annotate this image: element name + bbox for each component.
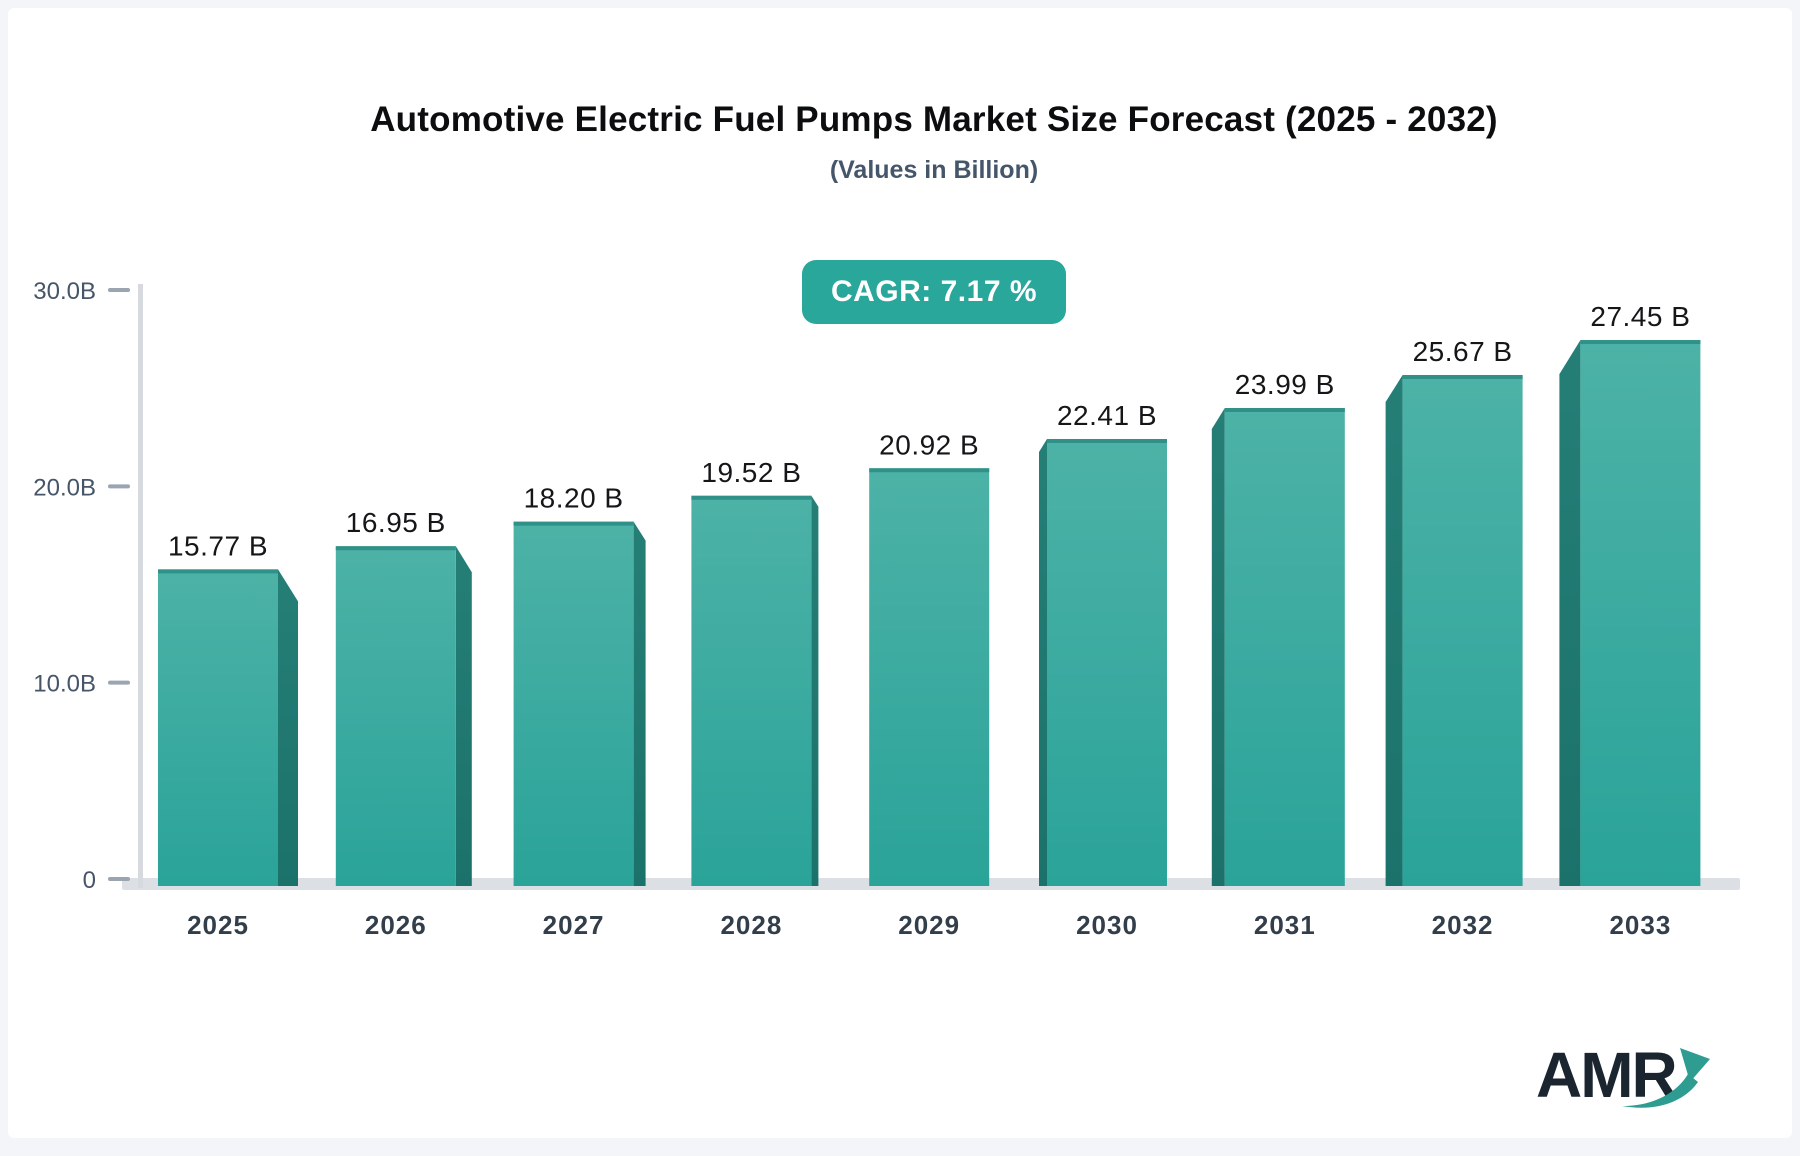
- chart-header: Automotive Electric Fuel Pumps Market Si…: [138, 100, 1730, 185]
- bar-top-edge: [1224, 407, 1345, 412]
- x-axis-label: 2027: [543, 910, 605, 940]
- y-axis-line: [138, 284, 143, 888]
- bars-layer: 15.77 B 16.95 B 18.20 B 19.52 B 20.92 B 22.41…: [158, 301, 1701, 886]
- bar-value-label: 16.95 B: [346, 507, 446, 538]
- cagr-badge-label: CAGR: 7.17 %: [830, 275, 1038, 308]
- amr-logo: AMR: [1536, 1038, 1726, 1128]
- bar-2032[interactable]: 25.67 B: [1385, 336, 1523, 886]
- chart-card: Automotive Electric Fuel Pumps Market Si…: [8, 8, 1792, 1138]
- bar-side-face: [1559, 340, 1581, 886]
- bar-value-label: 23.99 B: [1235, 369, 1335, 400]
- bar-front-face: [1047, 439, 1167, 886]
- bar-side-face: [455, 546, 472, 886]
- x-axis-label: 2030: [1076, 910, 1138, 940]
- x-axis-label: 2033: [1609, 910, 1671, 940]
- bar-top-edge: [158, 569, 278, 574]
- bar-top-edge: [691, 495, 812, 500]
- bar-value-label: 20.92 B: [879, 429, 979, 460]
- bar-front-face: [1580, 340, 1701, 886]
- bar-side-face: [1385, 375, 1403, 886]
- bar-2027[interactable]: 18.20 B: [513, 483, 646, 886]
- y-axis-tick: [108, 288, 130, 292]
- bar-front-face: [1402, 375, 1523, 886]
- bar-top-edge: [1402, 375, 1523, 380]
- bar-2029[interactable]: 20.92 B: [869, 429, 990, 886]
- x-axis-label: 2025: [187, 910, 249, 940]
- y-axis-tick-label: 30.0B: [33, 278, 96, 305]
- x-axis-label: 2031: [1254, 910, 1316, 940]
- x-axis-label: 2026: [365, 910, 427, 940]
- bar-front-face: [335, 546, 456, 886]
- bar-value-label: 19.52 B: [701, 457, 801, 488]
- bar-side-face: [633, 521, 646, 886]
- y-axis-tick: [108, 484, 130, 489]
- bar-chart-svg: 30.0B 20.0B 10.0B 0 2025 2026 2027 2028 2029 2030…: [33, 278, 1740, 940]
- bar-front-face: [158, 569, 278, 886]
- bar-value-label: 27.45 B: [1590, 301, 1690, 332]
- x-axis-label: 2029: [898, 910, 960, 940]
- x-axis-label: 2028: [720, 910, 782, 940]
- y-axis-tick-label: 0: [83, 867, 96, 894]
- bar-front-face: [869, 468, 990, 886]
- bar-value-label: 18.20 B: [524, 483, 624, 514]
- y-axis-tick-label: 10.0B: [33, 671, 96, 698]
- bar-value-label: 25.67 B: [1413, 336, 1513, 367]
- amr-logo-text: AMR: [1536, 1039, 1678, 1111]
- bar-2031[interactable]: 23.99 B: [1211, 369, 1345, 886]
- cagr-badge: CAGR: 7.17 %: [802, 260, 1066, 324]
- bar-side-face: [1039, 439, 1047, 886]
- bar-top-edge: [1047, 439, 1167, 444]
- bar-value-label: 22.41 B: [1057, 400, 1157, 431]
- y-axis-tick: [108, 877, 130, 881]
- y-axis-tick-label: 20.0B: [33, 474, 96, 501]
- y-axis-tick: [108, 680, 130, 685]
- bar-top-edge: [335, 546, 456, 551]
- bar-2025[interactable]: 15.77 B: [158, 530, 298, 886]
- bar-value-label: 15.77 B: [168, 530, 268, 561]
- bar-side-face: [278, 569, 298, 886]
- bar-front-face: [1224, 407, 1345, 886]
- x-axis-label: 2032: [1432, 910, 1494, 940]
- bar-top-edge: [1580, 340, 1701, 345]
- bar-2030[interactable]: 22.41 B: [1039, 400, 1167, 886]
- chart-title: Automotive Electric Fuel Pumps Market Si…: [370, 100, 1498, 139]
- chart-subtitle: (Values in Billion): [829, 156, 1039, 184]
- bar-side-face: [1211, 407, 1225, 886]
- bar-top-edge: [513, 521, 634, 526]
- bar-2026[interactable]: 16.95 B: [335, 507, 472, 886]
- bar-front-face: [513, 521, 634, 886]
- bar-front-face: [691, 495, 812, 886]
- bar-side-face: [811, 495, 819, 886]
- bar-2028[interactable]: 19.52 B: [691, 457, 819, 886]
- bar-top-edge: [869, 468, 990, 473]
- bar-2033[interactable]: 27.45 B: [1559, 301, 1701, 886]
- amr-logo-arrow-icon: [1622, 1048, 1710, 1108]
